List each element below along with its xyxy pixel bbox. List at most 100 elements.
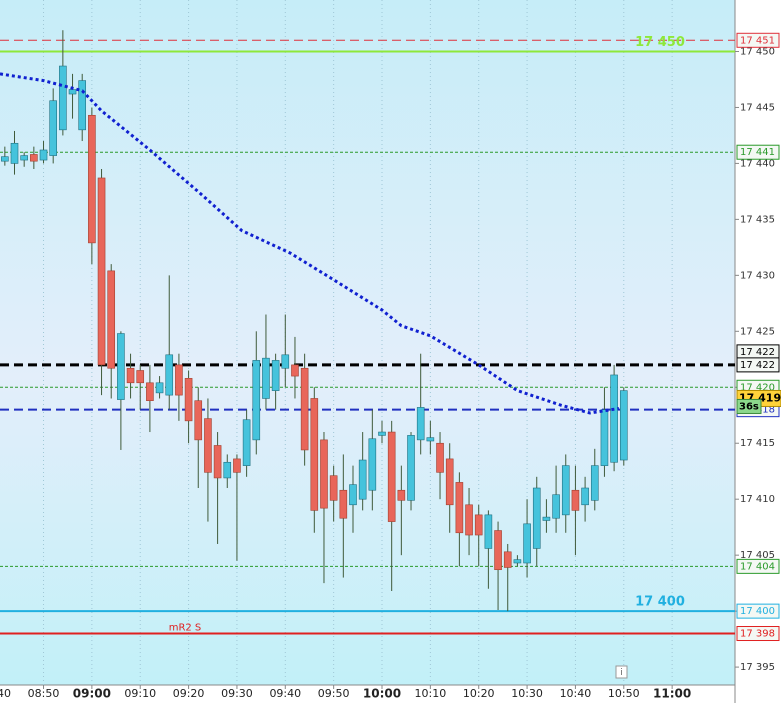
x-tick-label: 11:00 bbox=[653, 687, 691, 701]
candle-body bbox=[610, 374, 618, 463]
x-tick-label: 08:50 bbox=[28, 687, 60, 700]
level-axis-label: 17 404 bbox=[740, 561, 775, 572]
level-axis-label: 17 400 bbox=[740, 606, 775, 617]
candle-body bbox=[281, 354, 290, 369]
candle-body bbox=[552, 494, 560, 519]
candle-body bbox=[494, 530, 502, 571]
candle-body bbox=[436, 442, 444, 473]
candle-body bbox=[242, 419, 251, 466]
candle-body bbox=[581, 487, 589, 506]
x-tick-label: 10:10 bbox=[415, 687, 447, 700]
level-axis-label: 17 422 bbox=[740, 360, 775, 371]
y-tick-label: 17 445 bbox=[740, 102, 775, 113]
candle-body bbox=[126, 367, 135, 384]
x-axis-area bbox=[0, 685, 735, 703]
level-plot-label: 17 400 bbox=[635, 595, 685, 610]
candle-body bbox=[10, 142, 19, 164]
candle-body bbox=[561, 465, 570, 516]
candle-body bbox=[300, 367, 309, 451]
candle-body bbox=[378, 431, 386, 436]
candle-body bbox=[426, 437, 435, 442]
candle-body bbox=[484, 514, 493, 549]
candle-body bbox=[146, 382, 154, 402]
candle-body bbox=[68, 89, 77, 95]
candle-body bbox=[368, 438, 377, 491]
candle-body bbox=[223, 461, 232, 479]
candle-body bbox=[349, 484, 357, 506]
candle-body bbox=[184, 378, 193, 422]
candle-body bbox=[619, 390, 628, 461]
candle-body bbox=[1, 156, 9, 162]
candle-body bbox=[194, 400, 203, 441]
candle-body bbox=[271, 360, 280, 391]
y-tick-label: 17 395 bbox=[740, 662, 775, 673]
countdown-box bbox=[736, 398, 762, 414]
x-tick-label: 09:00 bbox=[73, 687, 111, 701]
x-tick-label: 10:30 bbox=[511, 687, 543, 700]
level-axis-label: 17 451 bbox=[740, 35, 775, 46]
candle-body bbox=[474, 514, 483, 536]
x-tick-label: 09:50 bbox=[318, 687, 350, 700]
y-tick-label: 17 440 bbox=[740, 158, 775, 169]
y-tick-label: 17 425 bbox=[740, 326, 775, 337]
level-axis-box bbox=[736, 626, 780, 642]
candle-body bbox=[213, 445, 222, 479]
x-tick-label: 09:20 bbox=[173, 687, 205, 700]
candle-body bbox=[416, 407, 425, 441]
level-axis-label: 17 398 bbox=[740, 629, 775, 640]
y-tick-label: 17 410 bbox=[740, 494, 775, 505]
level-axis-box bbox=[736, 144, 780, 160]
candle-body bbox=[600, 409, 609, 466]
candle-body bbox=[445, 458, 454, 506]
x-tick-label: 08:40 bbox=[0, 687, 11, 700]
level-plot-label: 17 450 bbox=[635, 35, 685, 50]
x-tick-label: 10:00 bbox=[363, 687, 401, 701]
candle-body bbox=[39, 149, 48, 161]
candle-body bbox=[59, 65, 67, 131]
candle-body bbox=[291, 364, 299, 377]
y-tick-label: 17 415 bbox=[740, 438, 775, 449]
candle-body bbox=[155, 382, 164, 394]
candle-body bbox=[97, 177, 106, 366]
candle-body bbox=[49, 100, 57, 156]
y-tick-label: 17 405 bbox=[740, 550, 775, 561]
candle-body bbox=[117, 333, 125, 400]
candle-body bbox=[407, 435, 415, 501]
candle-body bbox=[465, 504, 473, 536]
y-tick-label: 17 430 bbox=[740, 270, 775, 281]
candle-body bbox=[204, 418, 212, 473]
moving-average bbox=[0, 72, 620, 415]
candle-body bbox=[175, 364, 183, 396]
candle-body bbox=[88, 114, 96, 244]
candle-body bbox=[513, 559, 522, 564]
candle-body bbox=[165, 354, 174, 396]
countdown-label: 36s bbox=[739, 401, 759, 412]
candle-body bbox=[358, 459, 367, 500]
info-icon-glyph: i bbox=[620, 668, 623, 678]
level-axis-box bbox=[736, 558, 780, 574]
level-axis-label: 17 441 bbox=[740, 147, 775, 158]
level-axis-label: 17 420 bbox=[740, 382, 775, 393]
candle-body bbox=[329, 475, 338, 501]
candle-body bbox=[387, 431, 396, 522]
x-tick-label: 10:40 bbox=[560, 687, 592, 700]
axes: 08:40 08:50 09:00 09:10 09:20 09:30 09:40 09:50… bbox=[0, 32, 781, 701]
info-icon[interactable] bbox=[615, 665, 628, 679]
candle-body bbox=[397, 489, 406, 501]
candle-body bbox=[107, 270, 116, 369]
candle-body bbox=[542, 516, 551, 521]
level-axis-box bbox=[736, 357, 780, 373]
candle-body bbox=[532, 487, 541, 549]
level-axis-box bbox=[736, 603, 780, 619]
level-axis-label: 17 422 bbox=[740, 347, 775, 358]
candle-body bbox=[20, 155, 28, 161]
x-tick-label: 10:50 bbox=[608, 687, 640, 700]
candle-body bbox=[136, 370, 145, 384]
candle-body bbox=[233, 458, 241, 473]
candle-body bbox=[571, 489, 580, 511]
level-axis-box bbox=[736, 32, 780, 48]
plot: 17 450 17 400 mR2 S bbox=[0, 0, 735, 685]
candle-body bbox=[455, 482, 464, 534]
candle-body bbox=[252, 360, 261, 441]
